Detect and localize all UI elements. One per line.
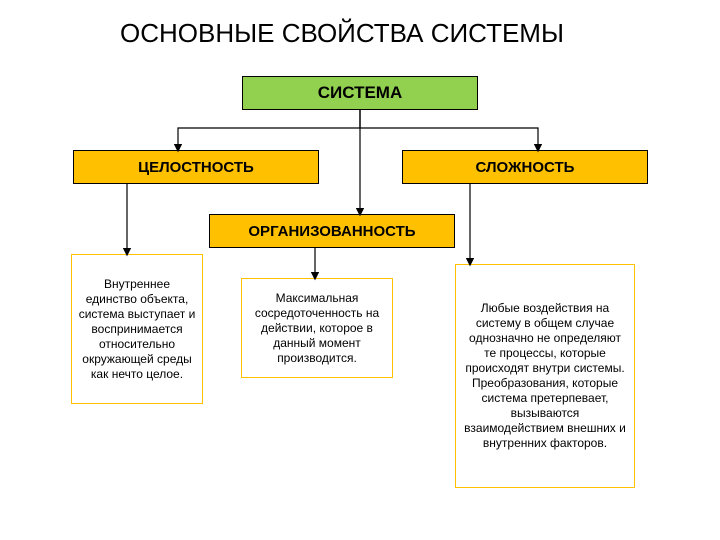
desc-complexity-text: Любые воздействия на систему в общем слу… [462, 301, 628, 451]
desc-integrity: Внутреннее единство объекта, система выс… [71, 254, 203, 404]
node-organization: ОРГАНИЗОВАННОСТЬ [209, 214, 455, 248]
desc-integrity-text: Внутреннее единство объекта, система выс… [78, 277, 196, 382]
desc-organization-text: Максимальная сосредоточенность на действ… [248, 291, 386, 366]
arrow-system-to-integrity [178, 110, 360, 150]
node-integrity-label: ЦЕЛОСТНОСТЬ [138, 159, 254, 176]
page-title: ОСНОВНЫЕ СВОЙСТВА СИСТЕМЫ [120, 18, 564, 49]
node-integrity: ЦЕЛОСТНОСТЬ [73, 150, 319, 184]
diagram-canvas: ОСНОВНЫЕ СВОЙСТВА СИСТЕМЫ СИСТЕМА ЦЕЛОСТ… [0, 0, 720, 540]
node-system-label: СИСТЕМА [318, 83, 403, 103]
node-complexity: СЛОЖНОСТЬ [402, 150, 648, 184]
desc-complexity: Любые воздействия на систему в общем слу… [455, 264, 635, 488]
node-organization-label: ОРГАНИЗОВАННОСТЬ [248, 223, 415, 240]
node-complexity-label: СЛОЖНОСТЬ [476, 159, 575, 176]
desc-organization: Максимальная сосредоточенность на действ… [241, 278, 393, 378]
node-system: СИСТЕМА [242, 76, 478, 110]
arrow-system-to-complexity [360, 110, 538, 150]
